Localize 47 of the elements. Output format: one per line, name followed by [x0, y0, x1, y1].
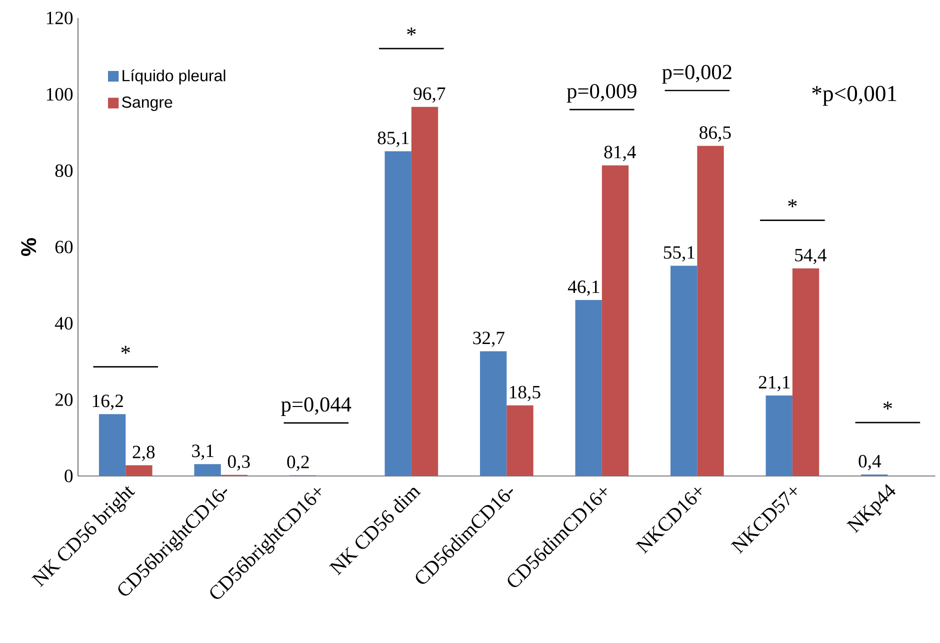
bar — [126, 465, 152, 476]
data-label: 16,2 — [92, 394, 123, 410]
data-label: 18,5 — [510, 386, 540, 402]
bar — [98, 414, 126, 476]
data-label: 3,1 — [192, 444, 214, 460]
bar — [575, 300, 602, 476]
data-label: 32,7 — [473, 332, 504, 348]
data-label: 2,8 — [132, 446, 155, 462]
annotation: p=0,002 — [662, 65, 732, 84]
annotation: * — [883, 402, 892, 410]
legend-label: Líquido pleural — [122, 70, 226, 85]
data-label: 86,5 — [700, 126, 731, 142]
data-label: 55,1 — [664, 246, 694, 262]
annotation: * — [788, 200, 797, 208]
y-tick-label: 120 — [46, 12, 73, 24]
data-label: 0,3 — [228, 455, 250, 471]
y-tick-label: 100 — [46, 88, 73, 101]
legend-label: Sangre — [122, 96, 172, 112]
y-axis-title: % — [21, 238, 36, 256]
bar — [670, 266, 698, 476]
bar — [602, 165, 629, 476]
data-label: 54,4 — [795, 249, 826, 264]
data-label: 85,1 — [378, 132, 409, 148]
y-tick-label: 80 — [55, 164, 73, 178]
y-tick-label: 20 — [55, 394, 73, 406]
annotation: * — [407, 28, 416, 36]
data-label: 21,1 — [758, 376, 790, 392]
annotation: *p<0,001 — [812, 86, 896, 106]
data-label: 46,1 — [568, 280, 600, 296]
data-label: 96,7 — [414, 88, 446, 103]
annotation: p=0,009 — [566, 84, 636, 103]
bar — [194, 464, 221, 476]
bar — [411, 107, 438, 476]
annotation: p=0,044 — [281, 397, 352, 416]
data-label: 0,2 — [287, 456, 309, 472]
bar — [506, 406, 534, 476]
data-label: 0,4 — [858, 455, 882, 470]
annotation: * — [121, 346, 130, 354]
bar — [480, 351, 507, 476]
y-tick-label: 60 — [55, 240, 73, 254]
y-tick-label: 0 — [64, 470, 73, 482]
bar — [697, 146, 724, 476]
bar — [766, 396, 792, 476]
bar — [792, 268, 820, 476]
data-label: 81,4 — [604, 146, 636, 162]
y-tick-label: 40 — [54, 317, 73, 330]
bar — [384, 151, 412, 476]
